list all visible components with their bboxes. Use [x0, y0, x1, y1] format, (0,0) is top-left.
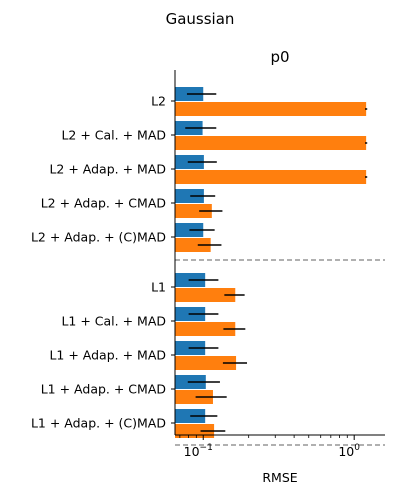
y-tick-label: L1 + Adap. + (C)MAD — [31, 416, 166, 431]
bar-s1-4 — [175, 238, 211, 252]
bar-s1-6 — [175, 322, 236, 336]
y-tick-label: L2 + Adap. + (C)MAD — [31, 230, 166, 245]
bar-s1-1 — [175, 136, 367, 150]
bar-s1-5 — [175, 288, 236, 302]
y-tick-label: L1 + Adap. + MAD — [49, 348, 166, 363]
bar-s1-8 — [175, 390, 213, 404]
y-tick-label: L1 + Cal. + MAD — [61, 314, 166, 329]
bar-s1-7 — [175, 356, 237, 370]
plot-area: L2 L2 + Cal. + MAD L2 + Adap. + MAD L2 + Ad… — [31, 70, 385, 459]
x-tick-label: 10−1 — [184, 443, 213, 459]
y-tick-label: L1 + Adap. + CMAD — [41, 382, 166, 397]
chart-title: p0 — [270, 48, 289, 66]
y-tick-label: L2 — [151, 94, 166, 109]
bar-s1-2 — [175, 170, 367, 184]
bar-s1-0 — [175, 102, 367, 116]
y-tick-label: L2 + Adap. + MAD — [49, 162, 166, 177]
bar-s0-9 — [175, 409, 206, 423]
bar-s0-4 — [175, 223, 204, 237]
y-tick-label: L2 + Adap. + CMAD — [41, 196, 166, 211]
x-axis-label: RMSE — [262, 470, 297, 485]
bar-s1-3 — [175, 204, 212, 218]
y-tick-label: L1 — [151, 280, 166, 295]
y-tick-label: L2 + Cal. + MAD — [61, 128, 166, 143]
bar-s0-3 — [175, 189, 204, 203]
x-tick-label: 100 — [338, 443, 360, 459]
chart-suptitle: Gaussian — [166, 10, 235, 28]
